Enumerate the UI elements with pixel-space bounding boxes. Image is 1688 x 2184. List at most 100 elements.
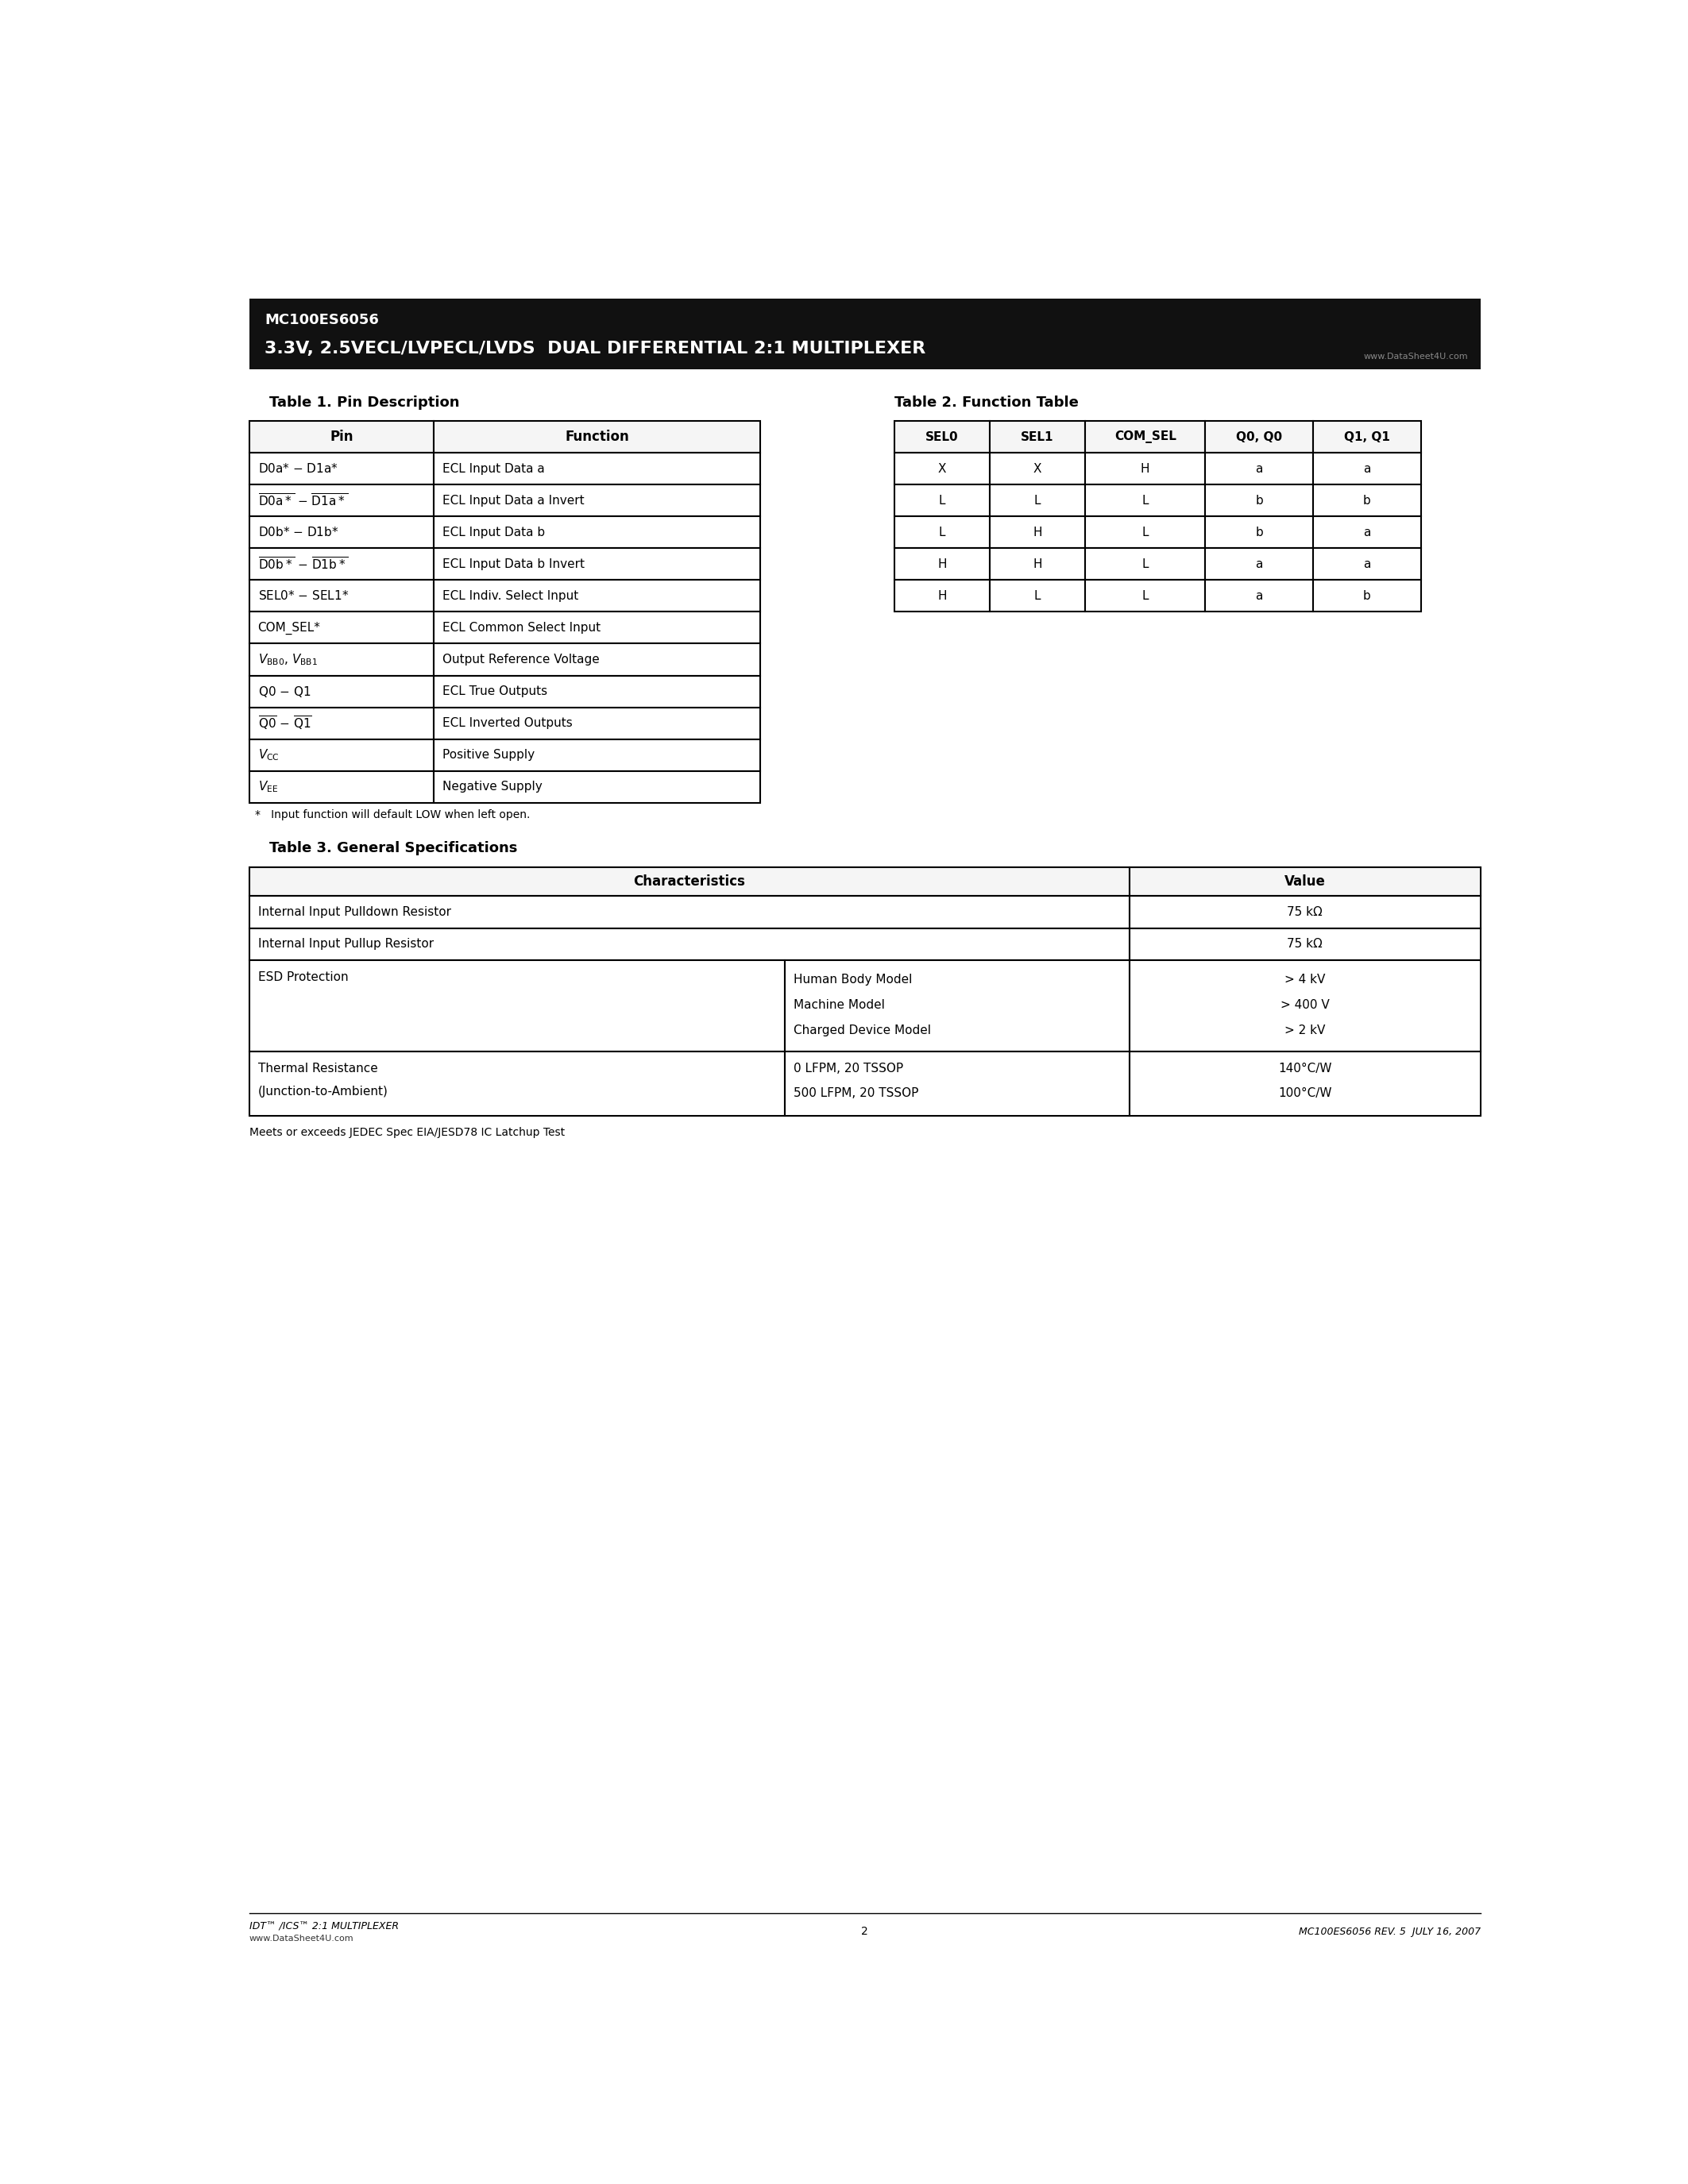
Bar — [250, 485, 434, 515]
Text: 3.3V, 2.5VECL/LVPECL/LVDS  DUAL DIFFERENTIAL 2:1 MULTIPLEXER: 3.3V, 2.5VECL/LVPECL/LVDS DUAL DIFFERENT… — [265, 341, 925, 356]
Text: SEL0* $-$ SEL1*: SEL0* $-$ SEL1* — [258, 590, 349, 603]
Text: 2: 2 — [861, 1926, 868, 1937]
Bar — [895, 515, 989, 548]
Text: $V_{\rm BB0}$, $V_{\rm BB1}$: $V_{\rm BB0}$, $V_{\rm BB1}$ — [258, 653, 317, 666]
Text: ECL Indiv. Select Input: ECL Indiv. Select Input — [442, 590, 579, 603]
Bar — [1205, 581, 1313, 612]
Text: ECL Input Data b: ECL Input Data b — [442, 526, 545, 537]
Bar — [250, 644, 434, 675]
Bar — [989, 515, 1085, 548]
Bar — [250, 708, 434, 738]
Text: L: L — [1141, 494, 1148, 507]
Text: Q1, Q1: Q1, Q1 — [1344, 430, 1389, 443]
Bar — [989, 422, 1085, 452]
Bar — [434, 485, 760, 515]
Bar — [250, 1051, 785, 1116]
Text: H: H — [937, 559, 947, 570]
Bar — [250, 675, 434, 708]
Bar — [1313, 422, 1421, 452]
Bar — [1313, 452, 1421, 485]
Bar — [434, 771, 760, 804]
Text: COM_SEL*: COM_SEL* — [258, 620, 321, 633]
Bar — [785, 1051, 1129, 1116]
Text: ECL Input Data a Invert: ECL Input Data a Invert — [442, 494, 584, 507]
Bar — [1085, 422, 1205, 452]
Text: a: a — [1364, 526, 1371, 537]
Text: Machine Model: Machine Model — [793, 998, 885, 1011]
Bar — [250, 867, 1129, 895]
Bar — [250, 738, 434, 771]
Text: Value: Value — [1285, 874, 1325, 889]
Text: H: H — [1033, 526, 1041, 537]
Bar — [1129, 867, 1480, 895]
Bar — [434, 515, 760, 548]
Text: L: L — [939, 494, 945, 507]
Text: Thermal Resistance: Thermal Resistance — [258, 1064, 378, 1075]
Bar — [989, 581, 1085, 612]
Bar — [250, 548, 434, 581]
Bar — [250, 452, 434, 485]
Text: SEL0: SEL0 — [925, 430, 959, 443]
Bar — [250, 928, 1129, 959]
Bar — [250, 515, 434, 548]
Text: L: L — [1035, 590, 1041, 603]
Bar — [785, 959, 1129, 1051]
Bar — [895, 422, 989, 452]
Text: > 4 kV: > 4 kV — [1285, 974, 1325, 985]
Text: MC100ES6056 REV. 5  JULY 16, 2007: MC100ES6056 REV. 5 JULY 16, 2007 — [1298, 1926, 1480, 1937]
Text: MC100ES6056: MC100ES6056 — [265, 312, 378, 328]
Text: L: L — [1141, 559, 1148, 570]
Bar — [1313, 548, 1421, 581]
Bar — [1085, 485, 1205, 515]
Bar — [989, 548, 1085, 581]
Text: 140°C/W: 140°C/W — [1278, 1064, 1332, 1075]
Text: Negative Supply: Negative Supply — [442, 782, 542, 793]
Bar — [250, 581, 434, 612]
Text: www.DataSheet4U.com: www.DataSheet4U.com — [250, 1935, 354, 1944]
Bar — [1129, 1051, 1480, 1116]
Text: a: a — [1256, 559, 1263, 570]
Bar — [434, 548, 760, 581]
Bar — [1313, 515, 1421, 548]
Bar — [1205, 515, 1313, 548]
Text: Human Body Model: Human Body Model — [793, 974, 912, 985]
Bar — [250, 895, 1129, 928]
Bar — [250, 612, 434, 644]
Bar — [895, 548, 989, 581]
Bar — [1313, 581, 1421, 612]
Text: 75 kΩ: 75 kΩ — [1288, 906, 1323, 917]
Text: Internal Input Pulldown Resistor: Internal Input Pulldown Resistor — [258, 906, 451, 917]
Bar — [250, 959, 785, 1051]
Bar — [434, 708, 760, 738]
Bar — [989, 452, 1085, 485]
Text: ECL Common Select Input: ECL Common Select Input — [442, 622, 601, 633]
Text: b: b — [1256, 526, 1263, 537]
Text: ECL Input Data a: ECL Input Data a — [442, 463, 545, 474]
Text: a: a — [1364, 463, 1371, 474]
Text: D0a* $-$ D1a*: D0a* $-$ D1a* — [258, 463, 338, 476]
Text: a: a — [1256, 590, 1263, 603]
Text: 100°C/W: 100°C/W — [1278, 1088, 1332, 1099]
Text: Charged Device Model: Charged Device Model — [793, 1024, 930, 1037]
Text: 75 kΩ: 75 kΩ — [1288, 937, 1323, 950]
Bar — [895, 581, 989, 612]
Text: L: L — [939, 526, 945, 537]
Text: Meets or exceeds JEDEC Spec EIA/JESD78 IC Latchup Test: Meets or exceeds JEDEC Spec EIA/JESD78 I… — [250, 1127, 564, 1138]
Text: a: a — [1256, 463, 1263, 474]
Bar — [1129, 895, 1480, 928]
Text: D0b* $-$ D1b*: D0b* $-$ D1b* — [258, 526, 338, 539]
Text: H: H — [1141, 463, 1150, 474]
Bar — [434, 581, 760, 612]
Text: a: a — [1364, 559, 1371, 570]
Bar — [1205, 548, 1313, 581]
Text: X: X — [1033, 463, 1041, 474]
Bar — [895, 485, 989, 515]
Bar — [1085, 581, 1205, 612]
Text: ECL Input Data b Invert: ECL Input Data b Invert — [442, 559, 584, 570]
Bar — [1205, 485, 1313, 515]
Bar — [250, 771, 434, 804]
Text: (Junction-to-Ambient): (Junction-to-Ambient) — [258, 1085, 388, 1096]
Text: L: L — [1141, 526, 1148, 537]
Bar — [434, 644, 760, 675]
Text: IDT™ /ICS™ 2:1 MULTIPLEXER: IDT™ /ICS™ 2:1 MULTIPLEXER — [250, 1922, 398, 1933]
